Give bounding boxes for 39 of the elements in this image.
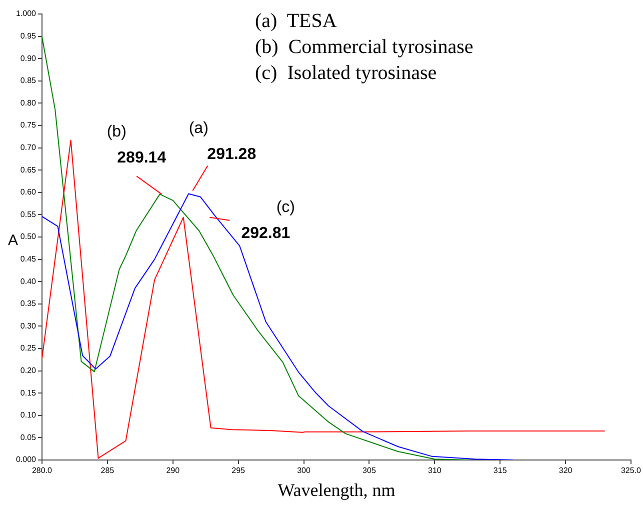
y-tick-label: 0.20 (20, 366, 37, 376)
y-tick-label: 0.80 (20, 98, 37, 108)
x-tick-label: 320 (558, 466, 573, 476)
x-tick-label: 315 (493, 466, 508, 476)
annotation: (a) TESA (255, 9, 338, 34)
y-tick-label: 0.000 (16, 455, 37, 464)
y-tick-label: 0.95 (20, 32, 37, 41)
y-tick-label: 0.15 (20, 388, 37, 398)
annotation: (b) 289.14 (106, 124, 166, 167)
x-tick-label: 285 (100, 466, 115, 476)
y-tick-label: 0.30 (20, 321, 37, 330)
y-axis-title: A (8, 232, 18, 249)
x-axis-title: Wavelength, nm (278, 480, 396, 500)
y-tick-label: 0.35 (20, 299, 37, 308)
y-tick-label: 0.55 (20, 210, 37, 219)
annotation: (a) 291.28 (188, 120, 256, 164)
y-tick-label: 0.70 (20, 143, 37, 152)
y-tick-label: 0.40 (20, 276, 37, 286)
y-tick-label: 0.75 (20, 120, 37, 130)
y-tick-label: 0.05 (20, 432, 37, 442)
annotation: (b) Commercial tyrosinase (255, 35, 474, 60)
y-tick-label: 0.65 (20, 165, 37, 174)
x-tick-label: 280.0 (32, 466, 53, 476)
annotation: (c) Isolated tyrosinase (255, 61, 438, 86)
y-tick-label: 0.10 (20, 410, 37, 420)
y-tick-label: 0.25 (20, 344, 37, 353)
y-tick-label: 0.50 (20, 232, 37, 242)
x-tick-label: 325.0 (620, 466, 642, 476)
y-tick-label: 0.90 (20, 54, 37, 63)
y-tick-label: 0.60 (20, 188, 37, 197)
x-tick-label: 310 (428, 466, 442, 476)
x-tick-label: 300 (297, 466, 311, 476)
x-tick-label: 290 (166, 466, 180, 476)
annotation: (c) 292.81 (241, 198, 295, 242)
x-tick-label: 305 (362, 466, 376, 476)
y-tick-label: 0.85 (20, 76, 37, 86)
y-tick-label: 1.000 (16, 9, 37, 18)
x-tick-label: 295 (232, 466, 246, 476)
y-tick-label: 0.45 (20, 254, 37, 264)
